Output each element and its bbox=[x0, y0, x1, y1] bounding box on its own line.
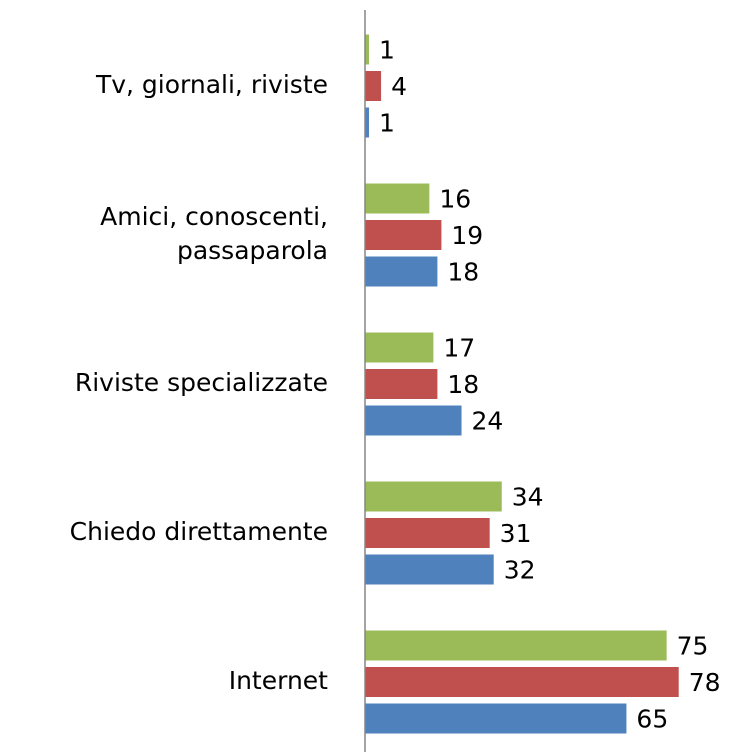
data-label: 31 bbox=[500, 519, 532, 548]
bar bbox=[365, 554, 494, 585]
data-label: 32 bbox=[504, 556, 536, 585]
bar bbox=[365, 667, 679, 697]
data-label: 65 bbox=[636, 705, 668, 734]
data-label: 34 bbox=[512, 483, 544, 512]
bar bbox=[365, 34, 370, 65]
bar bbox=[365, 518, 490, 548]
bar bbox=[365, 107, 370, 138]
bar bbox=[365, 332, 434, 363]
bar bbox=[365, 256, 438, 287]
data-label: 1 bbox=[379, 109, 395, 138]
data-label: 17 bbox=[443, 334, 475, 363]
data-label: 19 bbox=[451, 221, 483, 250]
bar bbox=[365, 703, 627, 734]
data-label: 18 bbox=[447, 370, 479, 399]
y-tick-label: Amici, conoscenti, passaparola bbox=[100, 202, 328, 265]
y-tick-label: Internet bbox=[229, 666, 328, 695]
data-label: 18 bbox=[447, 258, 479, 287]
bar bbox=[365, 369, 438, 399]
bar bbox=[365, 481, 502, 512]
data-label: 4 bbox=[391, 72, 407, 101]
data-label: 78 bbox=[689, 668, 721, 697]
bar bbox=[365, 71, 382, 101]
data-label: 16 bbox=[439, 185, 471, 214]
data-label: 75 bbox=[677, 632, 709, 661]
y-tick-label: Tv, giornali, riviste bbox=[95, 70, 328, 99]
bar bbox=[365, 183, 430, 214]
data-label: 1 bbox=[379, 36, 395, 65]
y-tick-label: Riviste specializzate bbox=[75, 368, 328, 397]
data-label: 24 bbox=[472, 407, 504, 436]
bar bbox=[365, 630, 667, 661]
y-tick-label: Chiedo direttamente bbox=[70, 517, 328, 546]
bar bbox=[365, 405, 462, 436]
bar bbox=[365, 220, 442, 250]
